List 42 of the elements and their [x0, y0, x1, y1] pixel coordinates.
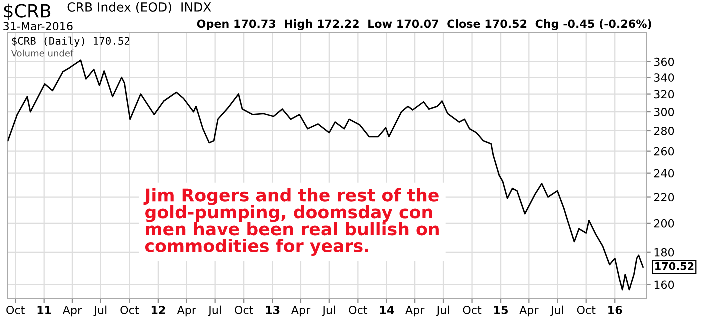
y-tick-label: 200 — [654, 219, 674, 228]
x-tick-label: Apr — [520, 306, 539, 317]
y-tick-label: 240 — [654, 169, 674, 178]
y-tick-label: 160 — [654, 280, 674, 290]
text: Open 170.73 High 172.22 Low 170.07 Close 170.52 Chg -0.45 (-0.26%) — [197, 20, 652, 30]
y-tick-label: 300 — [654, 108, 674, 116]
x-tick-label: 11 — [38, 306, 52, 314]
x-tick-label: Jul — [94, 306, 107, 316]
x-tick-label: Oct — [235, 306, 254, 314]
x-tick-label: Apr — [62, 306, 82, 317]
annotation: Volume undef — [11, 50, 74, 57]
x-tick-label: Jul — [322, 306, 336, 316]
x-tick-label: Oct — [120, 306, 140, 314]
x-tick-label: Oct — [577, 306, 596, 314]
chart-title: $CRB — [4, 4, 51, 20]
chart-subtitle: 31-Mar-2016 — [4, 22, 73, 31]
x-tick-label: 16 — [608, 306, 622, 314]
annotation: $CRB (Daily) 170.52 — [12, 36, 130, 48]
x-tick-label: Apr — [177, 306, 196, 317]
x-tick-label: Jul — [208, 306, 221, 316]
text: CRB Index (EOD) INDX — [68, 2, 212, 14]
x-tick-label: 13 — [266, 306, 280, 314]
x-tick-label: Apr — [291, 306, 311, 317]
annotation: Jim Rogers and the rest of the gold-pumping, doomsday con men have been real bullish on commodities for years. — [144, 188, 439, 256]
line-series — [8, 60, 644, 291]
y-tick-label: 260 — [654, 147, 674, 156]
x-tick-label: 14 — [380, 306, 394, 314]
x-tick-label: Jul — [550, 306, 564, 316]
x-tick-label: 15 — [494, 306, 508, 314]
annotation: 170.52 — [656, 262, 694, 270]
x-tick-label: Apr — [406, 306, 425, 317]
y-tick-label: 220 — [654, 193, 674, 202]
y-tick-label: 340 — [654, 74, 674, 82]
x-tick-label: 12 — [152, 306, 166, 314]
x-tick-label: Oct — [463, 306, 482, 314]
y-tick-label: 360 — [654, 58, 674, 66]
y-tick-label: 180 — [654, 248, 674, 257]
x-tick-label: Oct — [6, 306, 25, 314]
x-tick-label: Jul — [436, 306, 450, 316]
y-tick-label: 280 — [654, 126, 674, 136]
x-tick-label: Oct — [349, 306, 368, 314]
y-tick-label: 320 — [654, 90, 674, 99]
